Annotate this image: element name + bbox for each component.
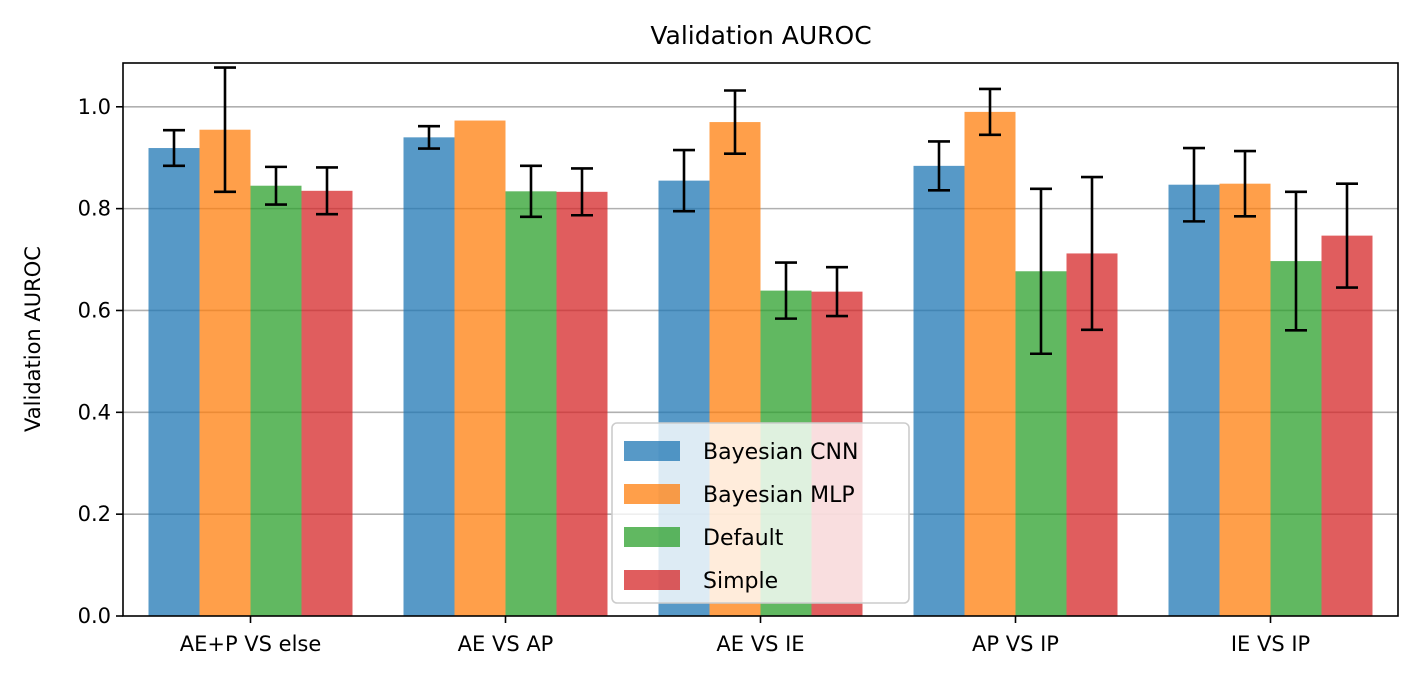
error-bars (163, 66, 1358, 356)
legend-swatch (624, 484, 680, 504)
y-tick-label: 1.0 (78, 95, 111, 119)
bar (913, 165, 965, 616)
x-tick-label: AE VS IE (716, 632, 804, 656)
y-axis-label: Validation AUROC (21, 246, 45, 432)
bar (199, 129, 251, 616)
x-tick-label: IE VS IP (1231, 632, 1310, 656)
bar (403, 137, 455, 617)
legend-label: Bayesian MLP (703, 483, 855, 508)
y-tick-label: 0.4 (78, 400, 111, 424)
bar (1219, 183, 1271, 617)
legend-frame (611, 422, 910, 604)
axis-ticks: 0.0 0.2 0.4 0.6 0.8 1.0 AE+P VS else AE VS AP AE… (78, 95, 1311, 656)
bar (1321, 235, 1373, 616)
y-tick-label: 0.0 (78, 604, 111, 628)
bar (964, 111, 1016, 617)
bar (1168, 184, 1220, 616)
chart-title: Validation AUROC (650, 21, 871, 50)
bar (148, 148, 200, 616)
bar (556, 191, 608, 616)
x-tick-label: AP VS IP (972, 632, 1059, 656)
x-tick-label: AE+P VS else (180, 632, 322, 656)
legend-swatch (624, 441, 680, 461)
legend-swatch (624, 570, 680, 590)
legend: Bayesian CNN Bayesian MLP Default Simple (611, 422, 910, 604)
bar (505, 191, 557, 616)
bar (301, 190, 353, 617)
bar (454, 120, 506, 616)
bar (250, 185, 302, 616)
x-tick-label: AE VS AP (458, 632, 554, 656)
y-tick-label: 0.6 (78, 298, 111, 322)
legend-label: Simple (703, 569, 778, 594)
legend-label: Bayesian CNN (703, 440, 858, 465)
y-tick-label: 0.2 (78, 502, 111, 526)
legend-label: Default (703, 526, 784, 551)
legend-swatch (624, 527, 680, 547)
y-tick-label: 0.8 (78, 197, 111, 221)
